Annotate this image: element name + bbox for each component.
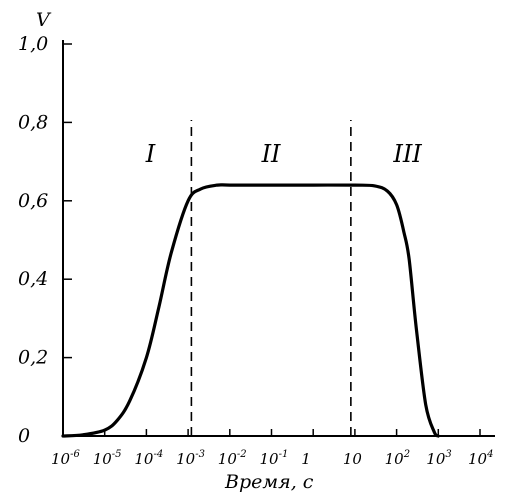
x-tick-label: 10	[343, 450, 363, 468]
series-layer	[61, 183, 440, 438]
x-tick-label: 10-6	[51, 449, 80, 468]
x-tick-label: 10-4	[134, 449, 163, 468]
x-axis-title: Время, с	[224, 471, 314, 493]
y-ticks: 0 0,2 0,4 0,6 0,8 1,0	[18, 33, 72, 447]
y-tick-label: 0,4	[18, 268, 48, 290]
x-tick-label: 103	[426, 449, 451, 468]
y-axis-title: V	[36, 9, 52, 31]
y-tick-label: 0,6	[18, 190, 48, 212]
x-tick-label: 10-5	[93, 449, 122, 468]
x-tick-label: 104	[468, 449, 493, 468]
y-tick-label: 0	[18, 425, 30, 447]
region-dividers	[190, 120, 352, 436]
region-label: II	[261, 140, 281, 168]
y-tick-label: 1,0	[18, 33, 48, 55]
region-label: I	[145, 140, 156, 168]
y-tick-label: 0,2	[18, 347, 48, 369]
x-tick-label: 1	[301, 450, 311, 468]
y-tick-label: 0,8	[18, 111, 48, 133]
x-tick-label: 10-3	[176, 449, 205, 468]
region-label: III	[392, 140, 422, 168]
region-labels: I II III	[145, 140, 423, 168]
series-line	[61, 183, 440, 438]
axes	[62, 40, 495, 437]
x-tick-label: 102	[385, 449, 410, 468]
x-tick-label: 10-2	[218, 449, 247, 468]
x-ticks: 10-6 10-5 10-4 10-3 10-2 10-1 1 10 102 103 104	[51, 429, 493, 468]
x-tick-label: 10-1	[260, 449, 289, 468]
